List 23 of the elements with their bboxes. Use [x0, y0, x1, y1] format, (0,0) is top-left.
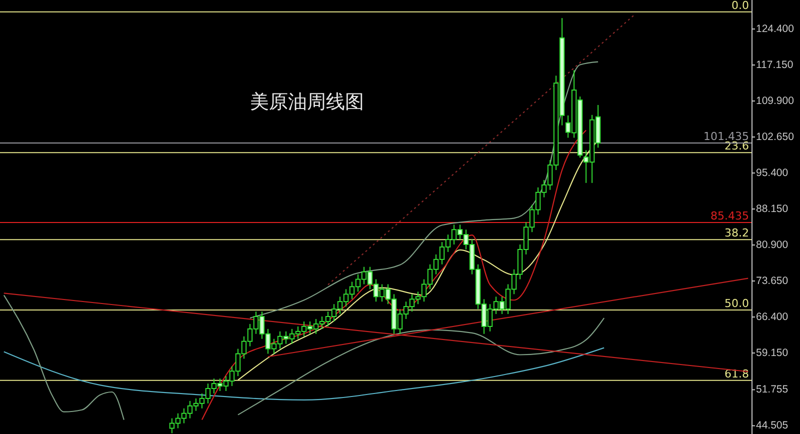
y-tick-label: 117.150 [756, 58, 794, 71]
y-tick-label: 73.650 [756, 274, 788, 287]
line-series [237, 317, 605, 416]
line-series [249, 61, 599, 319]
y-tick-label: 95.400 [756, 166, 788, 179]
ref-line-label: 38.2 [724, 226, 749, 240]
y-tick-label: 59.150 [756, 346, 788, 359]
ref-line-label: 101.435 [704, 130, 749, 144]
ref-line-label: 50.0 [724, 297, 749, 310]
y-tick-label: 124.400 [756, 22, 794, 35]
y-tick-label: 88.150 [756, 202, 788, 215]
ref-line-label: 85.435 [710, 209, 749, 222]
y-tick-label: 51.755 [756, 384, 788, 396]
ref-line-label: 0.0 [732, 0, 749, 12]
y-tick-label: 109.900 [756, 94, 794, 107]
y-tick-label: 80.900 [756, 238, 788, 251]
line-series [3, 294, 124, 420]
y-tick-label: 66.400 [756, 310, 788, 323]
line-series [201, 130, 587, 420]
y-tick-label: 44.505 [756, 420, 788, 432]
line-series [3, 347, 605, 400]
y-tick-label: 102.650 [756, 130, 794, 143]
text: 美原油周线图 [250, 91, 364, 113]
